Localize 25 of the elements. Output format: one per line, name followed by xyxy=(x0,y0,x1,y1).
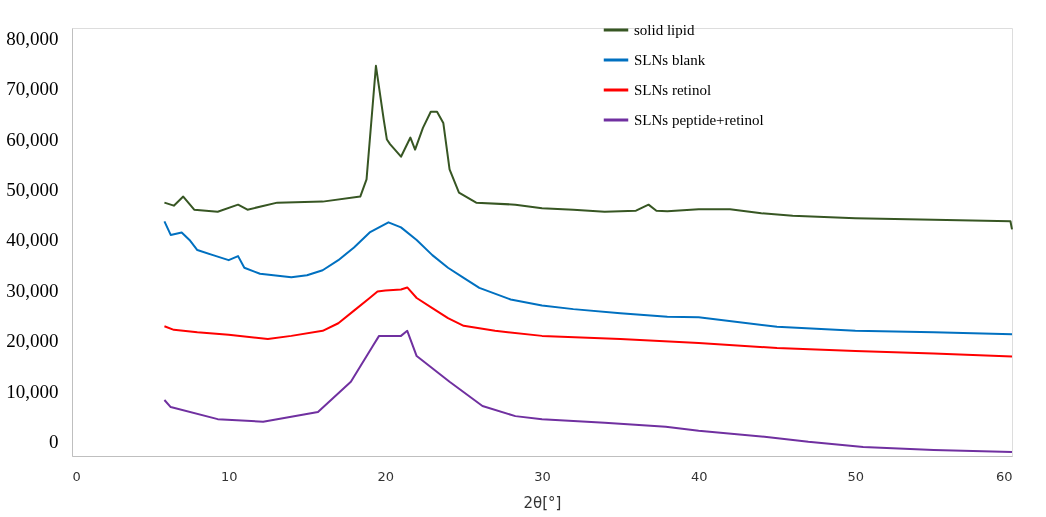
y-tick-label: 60,000 xyxy=(6,128,59,150)
line-series xyxy=(163,329,1013,453)
y-tick-label: 80,000 xyxy=(6,27,59,49)
x-tick-label: 30 xyxy=(534,468,551,484)
x-tick-label: 40 xyxy=(690,468,708,484)
legend-label: SLNs peptide+retinol xyxy=(634,112,764,128)
y-tick-label: 20,000 xyxy=(6,330,59,352)
x-axis-title: 2θ[°] xyxy=(523,493,562,512)
y-tick-label: 50,000 xyxy=(6,179,59,201)
y-tick-label: 70,000 xyxy=(6,78,59,100)
line-series xyxy=(163,220,1013,336)
y-tick-label: 40,000 xyxy=(6,229,59,251)
y-tick-label: 30,000 xyxy=(6,279,59,301)
legend-label: SLNs retinol xyxy=(634,82,712,98)
line-series xyxy=(163,286,1013,358)
y-tick-label: 10,000 xyxy=(6,380,59,402)
line-series xyxy=(163,64,1013,231)
y-tick-label: 0 xyxy=(49,431,59,453)
x-tick-label: 50 xyxy=(847,468,865,484)
x-tick-label: 20 xyxy=(377,468,395,484)
x-tick-label: 10 xyxy=(220,468,238,484)
x-tick-label: 0 xyxy=(72,468,81,484)
legend-label: SLNs blank xyxy=(634,52,706,68)
legend-label: solid lipid xyxy=(634,22,695,38)
x-tick-label: 60 xyxy=(995,468,1013,484)
